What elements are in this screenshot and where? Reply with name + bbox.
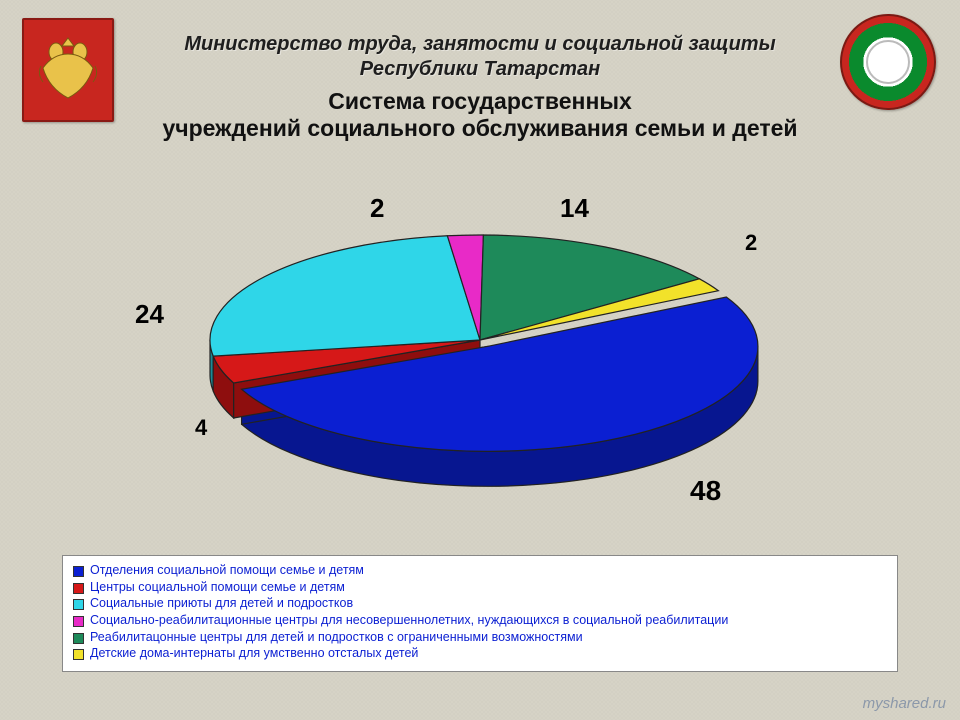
pie-chart <box>0 160 960 540</box>
pie-datalabel: 2 <box>745 230 757 256</box>
legend-label: Реабилитацонные центры для детей и подро… <box>90 630 583 646</box>
ministry-line1: Министерство труда, занятости и социальн… <box>140 32 820 57</box>
legend-item: Социальные приюты для детей и подростков <box>73 596 887 612</box>
pie-datalabel: 2 <box>370 193 384 224</box>
legend-swatch <box>73 566 84 577</box>
legend-item: Центры социальной помощи семье и детям <box>73 580 887 596</box>
ministry-name: Министерство труда, занятости и социальн… <box>140 32 820 82</box>
legend-label: Детские дома-интернаты для умственно отс… <box>90 646 418 662</box>
legend-label: Социальные приюты для детей и подростков <box>90 596 353 612</box>
legend-label: Центры социальной помощи семье и детям <box>90 580 345 596</box>
legend-item: Реабилитацонные центры для детей и подро… <box>73 630 887 646</box>
legend-swatch <box>73 583 84 594</box>
pie-datalabel: 24 <box>135 299 164 330</box>
pie-datalabel: 14 <box>560 193 589 224</box>
title-line1: Система государственных <box>70 88 890 115</box>
legend-label: Социально-реабилитационные центры для не… <box>90 613 728 629</box>
legend-swatch <box>73 649 84 660</box>
legend-item: Отделения социальной помощи семье и детя… <box>73 563 887 579</box>
legend-label: Отделения социальной помощи семье и детя… <box>90 563 364 579</box>
pie-datalabel: 4 <box>195 415 207 441</box>
pie-datalabel: 48 <box>690 475 721 507</box>
legend: Отделения социальной помощи семье и детя… <box>62 555 898 672</box>
legend-swatch <box>73 616 84 627</box>
ministry-line2: Республики Татарстан <box>140 57 820 82</box>
title-line2: учреждений социального обслуживания семь… <box>70 115 890 142</box>
watermark: myshared.ru <box>863 695 946 712</box>
page-title: Система государственных учреждений социа… <box>70 88 890 142</box>
legend-swatch <box>73 633 84 644</box>
legend-swatch <box>73 599 84 610</box>
legend-item: Социально-реабилитационные центры для не… <box>73 613 887 629</box>
legend-item: Детские дома-интернаты для умственно отс… <box>73 646 887 662</box>
